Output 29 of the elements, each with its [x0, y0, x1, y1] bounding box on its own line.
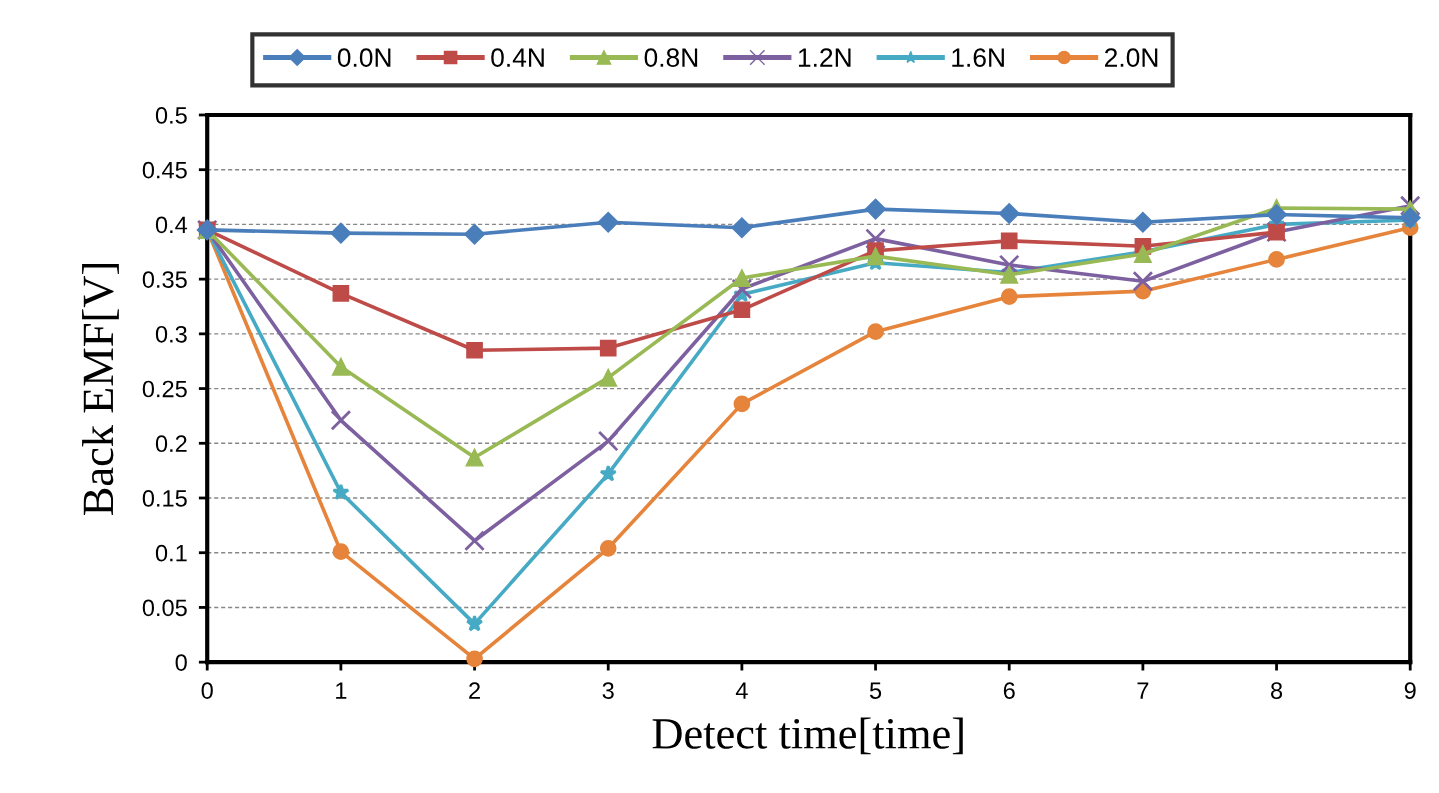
x-tick-label: 2	[469, 682, 480, 699]
y-tick-label: 0.3	[155, 325, 187, 343]
x-tick-label: 8	[1271, 682, 1283, 699]
y-tick-label: 0.4	[155, 216, 188, 234]
y-tick-label: 0.35	[142, 271, 187, 288]
x-tick-label: 3	[602, 682, 614, 699]
x-tick-label: 1	[336, 682, 347, 699]
y-axis-title: Back EMF[V]	[82, 264, 119, 516]
x-tick-label: 5	[869, 682, 882, 699]
y-tick-label: 0.05	[142, 599, 187, 617]
x-tick-label: 0	[201, 682, 213, 699]
y-tick-label: 0.15	[142, 490, 187, 507]
y-tick-label: 0.45	[142, 161, 187, 179]
legend-label: 1.6N	[952, 48, 1004, 67]
legend-label: 2.0N	[1105, 48, 1158, 67]
legend-label: 1.2N	[798, 48, 851, 67]
x-tick-label: 6	[1003, 682, 1015, 699]
x-tick-label: 4	[735, 682, 748, 699]
legend-label: 0.8N	[644, 48, 698, 67]
y-tick-label: 0	[175, 654, 187, 671]
y-tick-label: 0.5	[155, 107, 187, 124]
y-tick-label: 0.2	[155, 435, 187, 453]
legend-label: 0.4N	[491, 48, 544, 67]
y-tick-label: 0.25	[142, 380, 187, 398]
x-tick-label: 9	[1404, 682, 1416, 699]
y-tick-label: 0.1	[155, 544, 187, 562]
x-tick-label: 7	[1137, 682, 1149, 699]
legend-label: 0.0N	[337, 48, 391, 67]
x-axis-title: Detect time[time]	[652, 717, 963, 755]
